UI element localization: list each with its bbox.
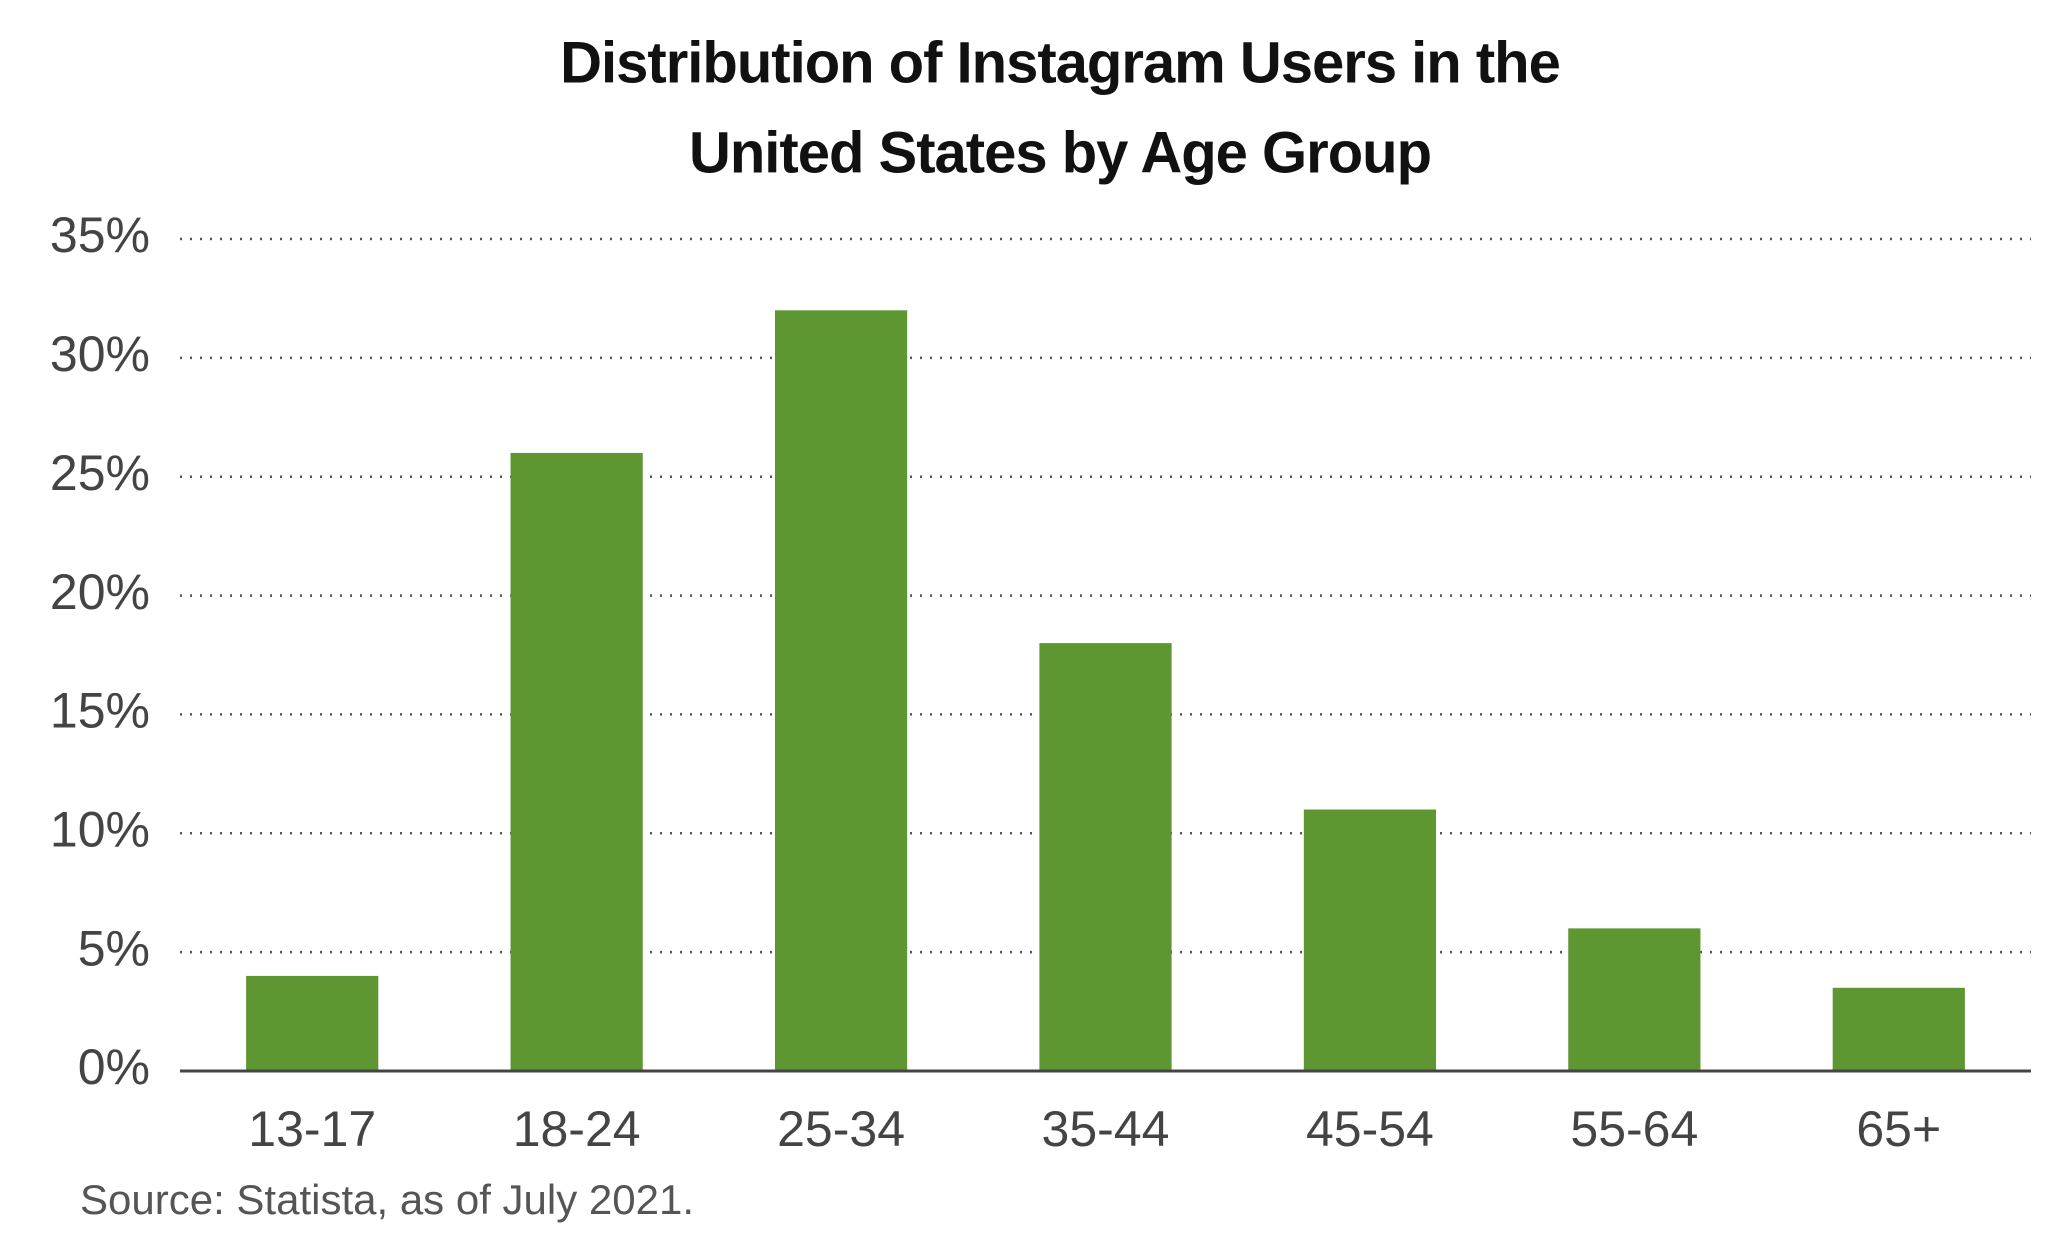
y-tick-label: 20% [50, 564, 150, 620]
x-tick-label: 35-44 [1042, 1101, 1170, 1157]
y-tick-label: 10% [50, 801, 150, 857]
chart-title: Distribution of Instagram Users in the [560, 30, 1560, 95]
x-tick-label: 25-34 [777, 1101, 905, 1157]
y-tick-label: 5% [78, 920, 150, 976]
bar [510, 452, 643, 1071]
source-note: Source: Statista, as of July 2021. [80, 1176, 694, 1223]
bar [246, 975, 379, 1071]
y-tick-label: 0% [78, 1039, 150, 1095]
y-tick-label: 15% [50, 683, 150, 739]
y-tick-label: 30% [50, 326, 150, 382]
bar [1303, 809, 1437, 1071]
chart-title: United States by Age Group [689, 120, 1431, 185]
x-tick-label: 45-54 [1306, 1101, 1434, 1157]
x-tick-label: 55-64 [1570, 1101, 1698, 1157]
x-tick-label: 18-24 [513, 1101, 641, 1157]
x-tick-label: 13-17 [248, 1101, 376, 1157]
x-tick-label: 65+ [1856, 1101, 1941, 1157]
y-tick-label: 25% [50, 445, 150, 501]
y-tick-label: 35% [50, 207, 150, 263]
bar [1039, 643, 1172, 1071]
bar [774, 310, 908, 1071]
bar [1832, 987, 1965, 1071]
bar [1568, 928, 1701, 1071]
